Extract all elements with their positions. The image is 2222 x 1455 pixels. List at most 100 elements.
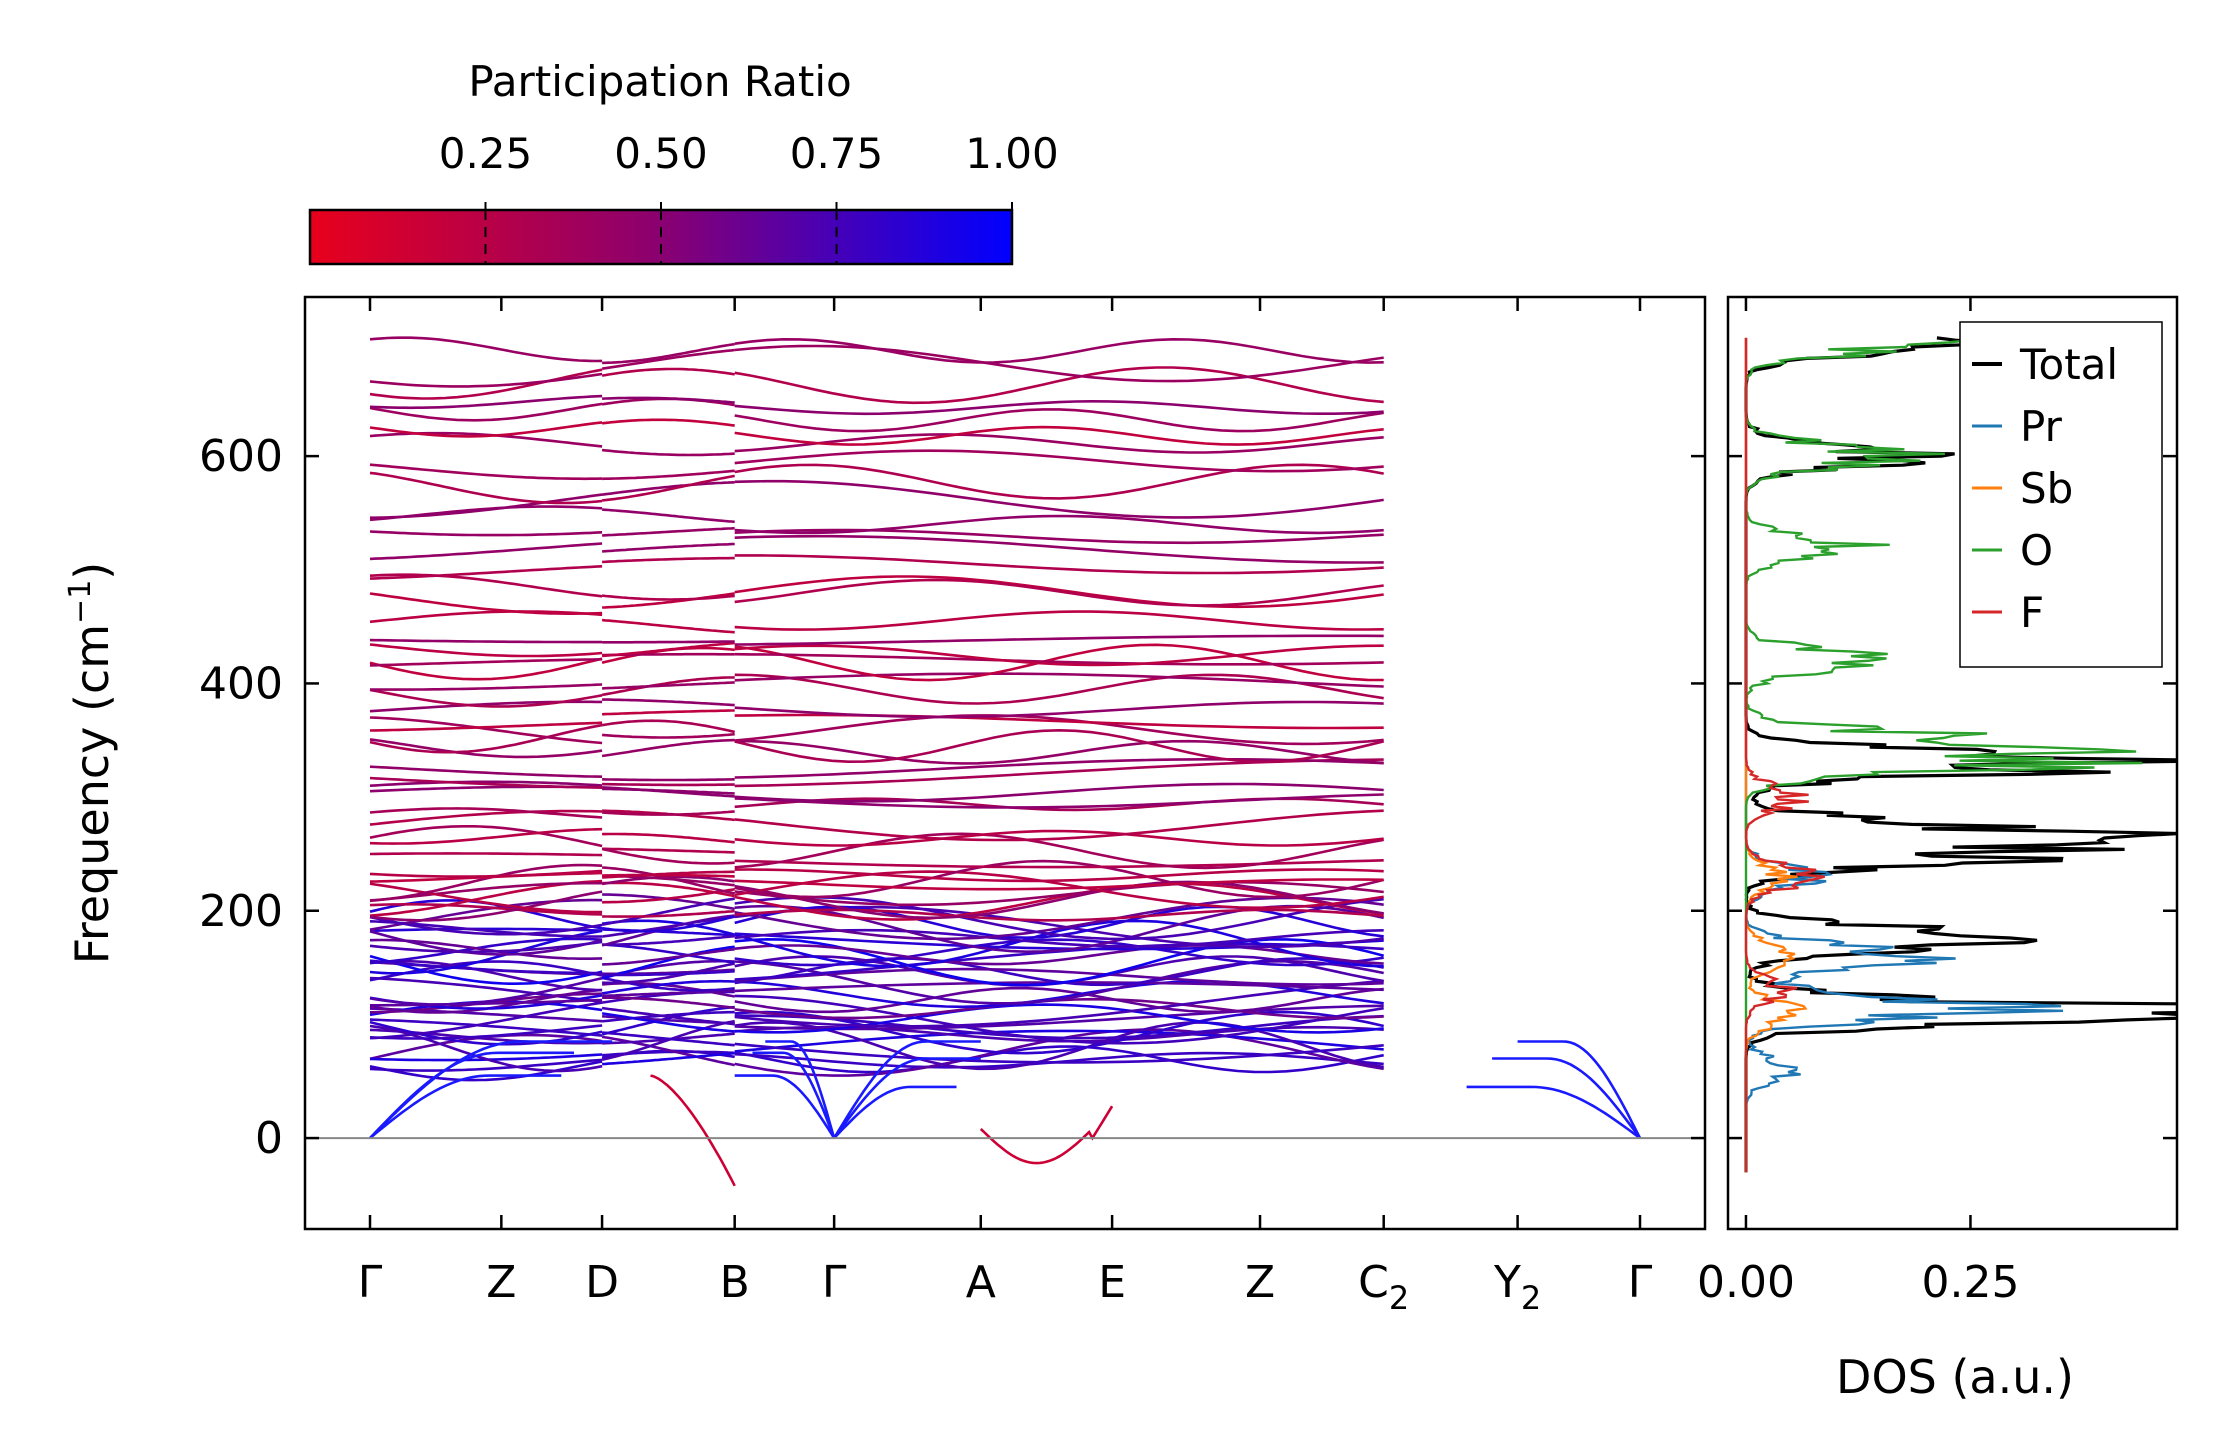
band-line — [369, 807, 603, 819]
band-line — [602, 962, 735, 985]
band-line — [734, 919, 1384, 968]
band-line — [734, 479, 1384, 519]
band-line — [369, 940, 603, 954]
band-line — [369, 565, 603, 580]
band-line — [602, 888, 735, 904]
band-line — [734, 728, 1385, 764]
band-line — [369, 1020, 603, 1046]
band-line — [734, 514, 1384, 535]
band-line — [370, 493, 603, 519]
band-line — [370, 683, 603, 691]
dos-x-tick-label: 0.00 — [1697, 1257, 1795, 1308]
band-line — [601, 1005, 735, 1036]
band-line — [602, 556, 735, 564]
band-line — [369, 336, 603, 363]
band-line — [734, 610, 1384, 631]
colorbar-tick-label: 0.25 — [439, 129, 533, 178]
band-line — [369, 1018, 603, 1037]
band-line — [369, 463, 603, 481]
band-line — [602, 943, 735, 964]
band-line — [601, 732, 735, 739]
band-line — [602, 989, 735, 998]
band-x-ticks: Γ Z D B Γ A E Z C2 Y2 Γ — [358, 297, 1653, 1317]
band-line — [734, 880, 1384, 907]
band-line — [601, 915, 736, 933]
band-line — [369, 929, 603, 975]
band-line — [602, 870, 735, 879]
colorbar-tick-label: 1.00 — [965, 129, 1059, 178]
band-line — [369, 421, 603, 438]
band-line — [734, 1029, 1384, 1053]
band-line — [601, 738, 735, 758]
band-line — [734, 344, 1384, 383]
band-line — [369, 471, 603, 505]
band-line — [734, 672, 1384, 688]
band-line — [369, 688, 603, 708]
band-line — [601, 847, 735, 865]
band-line — [602, 782, 735, 787]
band-line — [602, 396, 735, 404]
band-line — [369, 852, 603, 857]
band-line — [602, 640, 735, 644]
band-y-tick-label: 600 — [199, 431, 283, 482]
band-line — [734, 713, 1384, 730]
band-line — [369, 723, 603, 754]
band-line — [734, 880, 1384, 920]
band-line — [369, 573, 603, 598]
legend-label: Pr — [2020, 402, 2063, 451]
band-line — [602, 698, 735, 707]
band-line — [734, 714, 1384, 746]
band-line — [734, 366, 1384, 405]
band-structure-panel: 0 200 400 600 Γ Z D B Γ A E Z C2 Y2 Γ Frequency (cm−1… — [63, 295, 1707, 1317]
legend-box — [1959, 321, 2163, 668]
band-line — [602, 866, 735, 895]
band-line — [602, 526, 735, 537]
band-line — [734, 337, 1384, 364]
band-line — [832, 1040, 981, 1139]
band-line — [369, 658, 603, 667]
kpoint-label: A — [966, 1257, 996, 1308]
band-y-ticks: 0 200 400 600 — [199, 431, 1705, 1164]
kpoint-label: Z — [1245, 1257, 1275, 1308]
band-lines — [369, 336, 1642, 1187]
band-line — [602, 810, 735, 816]
legend-label: F — [2020, 588, 2044, 637]
dos-axes-frame — [1726, 295, 2179, 1231]
band-line — [734, 433, 1384, 454]
dos-legend: Total Pr Sb OF — [1959, 321, 2163, 668]
band-line — [765, 1040, 836, 1139]
band-line — [602, 469, 735, 481]
band-line — [601, 945, 735, 980]
band-line — [369, 959, 603, 992]
band-line — [369, 1060, 603, 1082]
dos-panel: 0.00 0.25 DOS (a.u.) Total Pr Sb OF — [1697, 295, 2179, 1404]
band-line — [369, 780, 603, 787]
band-line — [734, 449, 1384, 473]
band-line — [369, 1024, 603, 1040]
band-line — [369, 890, 603, 922]
band-line — [369, 954, 603, 985]
band-line — [734, 554, 1384, 575]
band-line — [369, 765, 603, 778]
band-y-tick-label: 400 — [199, 658, 283, 709]
band-line — [602, 909, 735, 918]
band-line — [602, 681, 735, 690]
band-line — [602, 786, 735, 798]
band-line — [734, 870, 1384, 909]
band-line — [734, 408, 1384, 433]
band-line — [369, 721, 603, 732]
band-line — [734, 793, 1384, 809]
band-line — [601, 618, 735, 634]
band-line — [602, 342, 735, 365]
band-line — [369, 976, 603, 1004]
band-line — [734, 644, 1384, 667]
band-line — [734, 859, 1384, 869]
band-line — [370, 998, 603, 1007]
band-line — [369, 869, 603, 878]
band-line — [734, 575, 1384, 609]
band-line — [369, 394, 603, 410]
band-line — [369, 592, 603, 615]
band-line — [601, 719, 736, 734]
band-line — [601, 1031, 735, 1047]
